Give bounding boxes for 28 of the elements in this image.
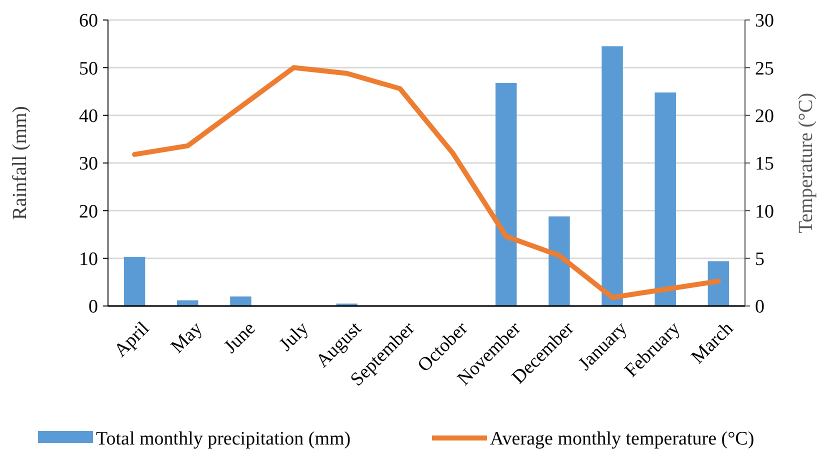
bar bbox=[654, 92, 676, 306]
y-tick-label: 30 bbox=[79, 154, 98, 175]
x-tick-label: July bbox=[275, 318, 314, 356]
y2-tick-label: 10 bbox=[755, 201, 774, 222]
x-tick-label: June bbox=[220, 318, 260, 358]
y2-tick-label: 5 bbox=[755, 248, 764, 270]
bar bbox=[708, 261, 730, 306]
y2-tick-label: 20 bbox=[755, 106, 774, 127]
x-tick-label: May bbox=[167, 318, 207, 358]
bar bbox=[124, 256, 146, 306]
y-tick-label: 20 bbox=[79, 201, 98, 222]
y-tick-label: 50 bbox=[79, 58, 98, 80]
y-tick-label: 10 bbox=[79, 248, 98, 270]
bar bbox=[602, 46, 623, 306]
y2-tick-label: 15 bbox=[755, 154, 774, 175]
bar bbox=[548, 216, 570, 306]
legend-label: Total monthly precipitation (mm) bbox=[96, 428, 351, 450]
y-tick-label: 60 bbox=[79, 10, 98, 32]
y-tick-label: 0 bbox=[88, 296, 98, 318]
y2-axis-title: Temperature (°C) bbox=[795, 92, 817, 234]
bar bbox=[230, 296, 252, 306]
legend-label: Average monthly temperature (°C) bbox=[490, 428, 754, 450]
y-tick-label: 40 bbox=[79, 106, 98, 127]
y2-tick-label: 30 bbox=[755, 10, 774, 32]
bar bbox=[496, 82, 517, 306]
y2-tick-label: 25 bbox=[755, 58, 774, 80]
y2-tick-label: 0 bbox=[755, 296, 764, 318]
y-axis-title: Rainfall (mm) bbox=[9, 106, 31, 220]
